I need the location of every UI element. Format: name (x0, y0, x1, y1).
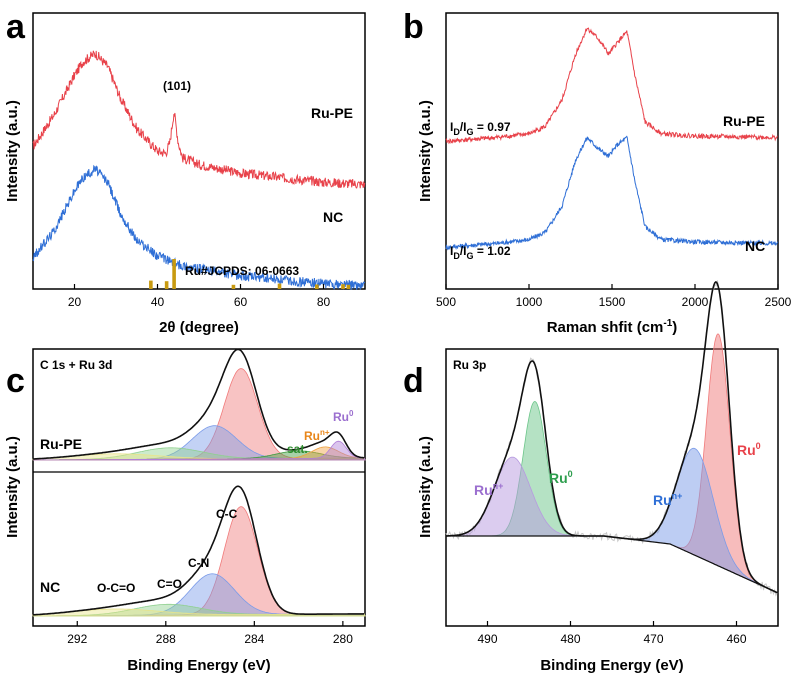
reference-bar-0 (149, 280, 153, 289)
panel-b-label: b (403, 8, 424, 46)
ru-pe-c-envelope (32, 348, 365, 460)
nc-c-envelope (33, 485, 365, 616)
c-tick-label-280: 280 (333, 632, 353, 646)
run-label-d2: Run+ (474, 481, 503, 498)
panel-d-frame (445, 348, 779, 627)
panel-c-plot (32, 348, 366, 617)
reference-bar-6 (341, 284, 345, 289)
panel-a: a 20 40 60 80 Intensity (a.u.) 2θ (degree) … (4, 8, 366, 336)
d-tick-label-460: 460 (726, 632, 746, 646)
series-nc-line-a (32, 164, 366, 290)
id-ig-ratio-ru-pe: ID/IG = 0.97 (450, 120, 511, 137)
panel-c-frame (32, 348, 366, 627)
a-tick-label-40: 40 (151, 295, 165, 309)
panel-d-plot (445, 280, 779, 597)
panel-b-plot (445, 27, 779, 251)
reference-bar-5 (315, 284, 319, 289)
reference-bar-7 (346, 284, 351, 289)
panel-c-title: C 1s + Ru 3d (40, 358, 112, 372)
panel-a-label: a (6, 8, 26, 46)
panel-d-title: Ru 3p (453, 358, 486, 372)
reference-bar-1 (164, 281, 169, 289)
peak-101-label: (101) (163, 79, 191, 93)
id-ig-ratio-nc: ID/IG = 1.02 (450, 244, 511, 261)
ru0-label-d1: Ru0 (737, 441, 761, 458)
c-tick-label-288: 288 (156, 632, 176, 646)
c-tick-label-284: 284 (244, 632, 264, 646)
jcpds-label: Ru#JCPDS: 06-0663 (185, 264, 299, 278)
oco-label: O-C=O (97, 581, 135, 595)
series-nc-line-b (445, 135, 779, 251)
panel-d-ylabel: Intensity (a.u.) (417, 436, 434, 538)
d-tick-label-470: 470 (643, 632, 663, 646)
b-tick-label-500: 500 (436, 295, 456, 309)
nc-label-b: NC (745, 238, 765, 254)
b-tick-label-2500: 2500 (765, 295, 792, 309)
d-tick-label-480: 480 (560, 632, 580, 646)
ru3p-background (446, 535, 779, 594)
sat-label: sat. (287, 442, 308, 456)
ru0-label-c: Ru0 (333, 409, 354, 424)
panel-c-xlabel: Binding Energy (eV) (127, 657, 270, 674)
panel-b: b 500 1000 1500 2000 2500 Intensity (a.u.) R… (403, 8, 792, 336)
panel-b-ylabel: Intensity (a.u.) (417, 100, 434, 202)
panel-b-x-ticks: 500 1000 1500 2000 2500 (436, 284, 792, 309)
panel-c-x-ticks: 292 288 284 280 (67, 621, 353, 646)
panel-c-ylabel: Intensity (a.u.) (4, 436, 21, 538)
a-tick-label-20: 20 (68, 295, 82, 309)
b-tick-label-2000: 2000 (682, 295, 709, 309)
panel-a-plot (32, 50, 366, 290)
cc-label: C-C (216, 507, 238, 521)
run-label-c: Run+ (304, 428, 330, 443)
reference-bar-3 (231, 284, 236, 289)
panel-c-label: c (6, 362, 25, 400)
panel-c: c 292 288 284 280 C 1s + Ru 3d Intensity (a… (4, 348, 366, 674)
b-tick-label-1000: 1000 (516, 295, 543, 309)
nc-label-c: NC (40, 579, 60, 595)
panel-a-xlabel: 2θ (degree) (159, 319, 239, 336)
a-tick-label-60: 60 (234, 295, 248, 309)
ru-pe-label-c: Ru-PE (40, 436, 82, 452)
panel-d: d 490 480 470 460 Ru 3p Intensity (a.u.) Bi… (403, 280, 779, 674)
a-tick-label-80: 80 (317, 295, 331, 309)
cn-label: C-N (188, 556, 209, 570)
b-tick-label-1500: 1500 (599, 295, 626, 309)
ru-pe-c-peak-6 (33, 440, 366, 461)
series-ru-pe-line-b (445, 27, 778, 145)
d-tick-label-490: 490 (477, 632, 497, 646)
panel-b-xlabel: Raman shfit (cm-1) (547, 318, 678, 336)
c-tick-label-292: 292 (67, 632, 87, 646)
panel-d-xlabel: Binding Energy (eV) (540, 657, 683, 674)
co-label: C=O (157, 577, 182, 591)
panel-a-ylabel: Intensity (a.u.) (4, 100, 21, 202)
series-ru-pe-line-a (32, 50, 366, 189)
ru-pe-label-b: Ru-PE (723, 113, 765, 129)
reference-bar-2 (172, 259, 176, 289)
reference-bar-4 (277, 283, 282, 289)
ru-pe-label-a: Ru-PE (311, 105, 353, 121)
ru0-label-d2: Ru0 (549, 469, 573, 486)
panel-d-label: d (403, 362, 424, 400)
run-label-d1: Run+ (653, 491, 682, 508)
panel-a-frame (32, 12, 366, 290)
panel-a-x-ticks: 20 40 60 80 (68, 284, 331, 309)
panel-d-x-ticks: 490 480 470 460 (477, 621, 747, 646)
nc-label-a: NC (323, 209, 343, 225)
